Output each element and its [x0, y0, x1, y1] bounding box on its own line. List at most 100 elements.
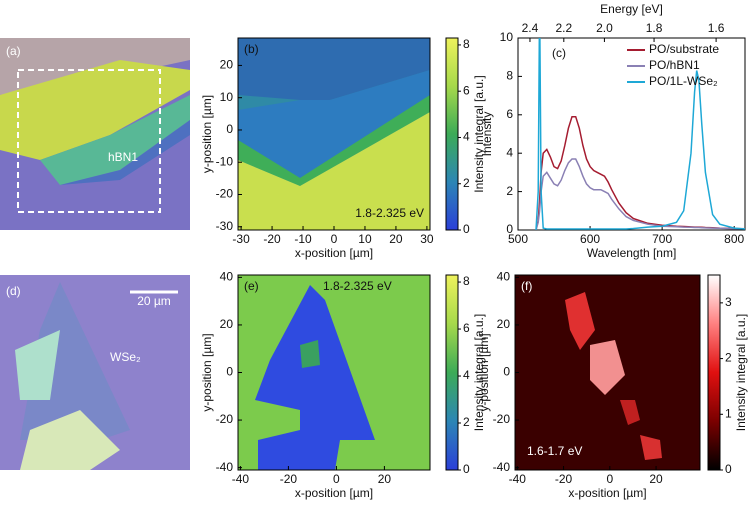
panel-label: (a)	[6, 44, 21, 58]
colorbar-tick-label: 4	[463, 368, 470, 382]
colorbar-label: Intensity integral [a.u.]	[734, 314, 748, 431]
y-tick-label: 0	[226, 122, 233, 136]
map-region	[590, 340, 625, 395]
colorbar-tick-label: 8	[463, 37, 470, 51]
x-axis-label: x-position [µm]	[295, 246, 373, 260]
legend-label: PO/substrate	[649, 42, 719, 56]
x-tick-label: 500	[508, 232, 528, 246]
heatmap-b	[238, 38, 430, 230]
flake	[15, 330, 60, 400]
x2-tick-label: 2.0	[596, 21, 613, 35]
x-tick-label: 0	[331, 232, 338, 246]
y-tick-label: -20	[493, 412, 511, 426]
colorbar-label: Intensity integral [a.u.]	[472, 314, 486, 431]
y-tick-label: 0	[226, 365, 233, 379]
y-tick-label: 2	[506, 184, 513, 198]
x-axis-label: x-position [µm]	[568, 486, 646, 500]
colorbar	[445, 37, 459, 231]
y-axis-label: y-position [µm]	[477, 333, 491, 411]
map-annotation: 1.8-2.325 eV	[355, 206, 424, 220]
x-axis-label: x-position [µm]	[295, 486, 373, 500]
x-tick-label: -10	[294, 232, 312, 246]
map-region	[238, 112, 430, 230]
colorbar-tick-label: 0	[725, 462, 732, 476]
x-tick-label: 30	[420, 232, 434, 246]
y-tick-label: -40	[493, 460, 511, 474]
map-region	[640, 435, 662, 460]
map-annotation: 1.8-2.325 eV	[323, 279, 392, 293]
y-tick-label: 0	[506, 222, 513, 236]
x-axis-label: Wavelength [nm]	[587, 246, 677, 260]
colorbar-tick-label: 2	[463, 415, 470, 429]
series-line	[535, 38, 745, 230]
colorbar-tick-label: 3	[725, 295, 732, 309]
y-tick-label: 20	[220, 317, 234, 331]
colorbar	[707, 274, 721, 471]
y-tick-label: -30	[216, 219, 234, 233]
y-axis-label: y-position [µm]	[200, 95, 214, 173]
map-region	[255, 285, 375, 470]
colorbar-tick-label: 2	[463, 176, 470, 190]
x-tick-label: 20	[389, 232, 403, 246]
dashed-region	[17, 69, 161, 213]
x-tick-label: 10	[358, 232, 372, 246]
x2-tick-label: 2.2	[555, 21, 572, 35]
y-tick-label: -10	[216, 154, 234, 168]
map-annotation: 1.6-1.7 eV	[527, 444, 582, 458]
heatmap-e	[238, 275, 430, 470]
y-tick-label: 4	[506, 145, 513, 159]
flake	[0, 38, 190, 95]
x-tick-label: 0	[333, 472, 340, 486]
y-axis-label: y-position [µm]	[200, 333, 214, 411]
x-tick-label: 800	[724, 232, 744, 246]
panel-label: (e)	[244, 279, 259, 293]
flake	[60, 120, 190, 185]
legend-label: PO/hBN1	[649, 58, 700, 72]
map-region	[300, 340, 320, 368]
x-tick-label: -40	[232, 472, 250, 486]
y-tick-label: 20	[497, 317, 511, 331]
colorbar-tick-label: 8	[463, 274, 470, 288]
map-region	[620, 400, 640, 425]
y-tick-label: 6	[506, 107, 513, 121]
colorbar-tick-label: 2	[725, 351, 732, 365]
x2-tick-label: 2.4	[522, 21, 539, 35]
x-tick-label: -20	[263, 232, 281, 246]
y-tick-label: -20	[216, 187, 234, 201]
panel-label: (d)	[6, 284, 21, 298]
colorbar-tick-label: 6	[463, 321, 470, 335]
panel-label: (c)	[552, 46, 566, 60]
x-tick-label: 20	[649, 472, 663, 486]
colorbar-tick-label: 4	[463, 130, 470, 144]
panel-label: (f)	[521, 279, 532, 293]
y-tick-label: 10	[220, 90, 234, 104]
y-tick-label: 20	[220, 58, 234, 72]
colorbar-label: Intensity integral [a.u.]	[472, 75, 486, 192]
colorbar-tick-label: 6	[463, 83, 470, 97]
x2-tick-label: 1.8	[646, 21, 663, 35]
micrograph-a: (a) hBN1	[0, 38, 190, 230]
y-axis-label: Intensity	[480, 112, 494, 157]
plot-frame	[517, 37, 746, 231]
heatmap-f	[515, 275, 700, 470]
x-tick-label: -40	[509, 472, 527, 486]
y-tick-label: -20	[216, 412, 234, 426]
panel-label: (b)	[244, 42, 259, 56]
map-region	[565, 292, 595, 350]
legend-label: PO/1L-WSe₂	[649, 74, 718, 88]
colorbar-tick-label: 1	[725, 406, 732, 420]
x-tick-label: -20	[280, 472, 298, 486]
colorbar	[445, 274, 459, 471]
y-tick-label: 10	[500, 30, 514, 44]
micrograph-d: 20 µm (d) WSe₂	[0, 275, 190, 470]
y-tick-label: 0	[503, 365, 510, 379]
series-line	[535, 115, 745, 230]
series-line	[535, 158, 745, 230]
y-tick-label: 8	[506, 69, 513, 83]
x2-tick-label: 1.6	[708, 21, 725, 35]
y-tick-label: -40	[216, 460, 234, 474]
flake	[20, 410, 120, 470]
image-annotation: WSe₂	[110, 350, 141, 364]
x2-axis-label: Energy [eV]	[600, 2, 663, 16]
